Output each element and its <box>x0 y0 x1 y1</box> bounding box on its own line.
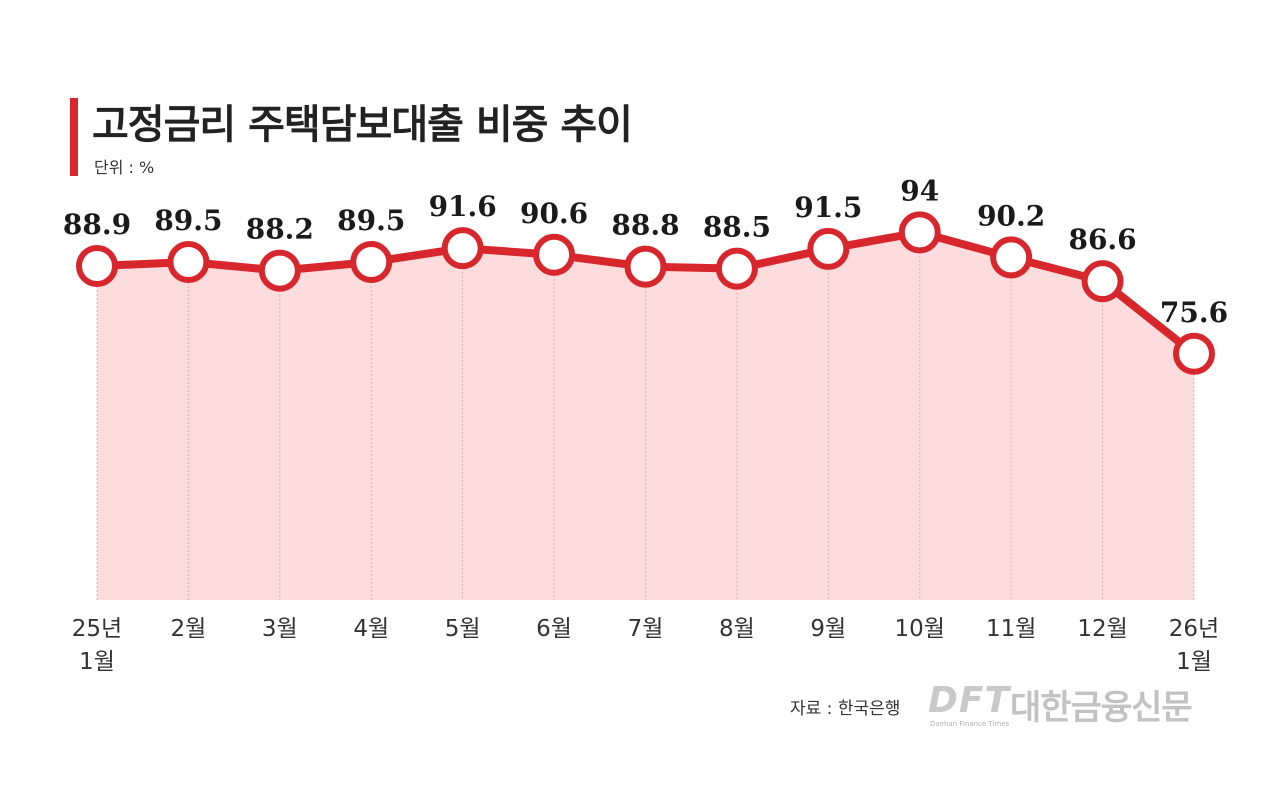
label-layer: 88.9 89.5 88.2 89.5 91.6 90.6 88.8 88.5 91.5 94 90… <box>63 174 1228 328</box>
data-label: 88.8 <box>611 209 679 242</box>
x-tick-label: 10월 <box>895 616 945 642</box>
data-label: 90.2 <box>977 199 1045 232</box>
data-point <box>807 227 850 270</box>
x-tick-label: 11월 <box>986 616 1036 642</box>
data-label: 89.5 <box>154 204 222 237</box>
tick-layer: 25년 1월 2월 3월 4월 5월 6월 7월 8월 9월 10월 11월 12월 26년 1월 <box>72 616 1219 675</box>
point-layer <box>76 211 1215 375</box>
data-label: 88.2 <box>246 213 314 246</box>
x-tick-label: 3월 <box>262 616 298 642</box>
logo-text: 대한금융신문 <box>1010 688 1193 728</box>
data-label: 90.6 <box>520 197 588 230</box>
x-tick-label: 2월 <box>171 616 207 642</box>
data-label: 75.6 <box>1160 296 1228 329</box>
data-point <box>533 233 576 276</box>
x-tick-label: 26년 1월 <box>1169 616 1219 675</box>
data-point <box>350 241 393 284</box>
x-tick-label: 4월 <box>353 616 389 642</box>
data-point <box>898 211 941 254</box>
guide-layer <box>96 232 1195 600</box>
data-point <box>715 247 758 290</box>
x-tick-label: 8월 <box>719 616 755 642</box>
data-label: 94 <box>900 174 939 207</box>
x-tick-label: 7월 <box>628 616 664 642</box>
data-point <box>1173 332 1215 375</box>
data-label: 91.6 <box>429 190 497 223</box>
x-tick-label: 5월 <box>445 616 481 642</box>
data-label: 88.9 <box>63 208 131 241</box>
data-label: 86.6 <box>1068 223 1136 256</box>
x-tick-label: 25년 1월 <box>72 616 122 675</box>
publisher-logo: DFT대한금융신문 Daehan Finance Times <box>928 680 1193 730</box>
data-point <box>258 249 301 292</box>
x-tick-label: 6월 <box>536 616 572 642</box>
unit-label: 단위 : % <box>94 158 155 177</box>
data-point <box>624 245 667 288</box>
data-point <box>1081 260 1124 303</box>
source-note: 자료 : 한국은행 <box>790 699 901 719</box>
data-label: 89.5 <box>337 204 405 237</box>
data-label: 91.5 <box>794 191 862 224</box>
title-accent-bar <box>70 98 78 176</box>
data-point <box>441 227 484 270</box>
chart-title: 고정금리 주택담보대출 비중 추이 <box>92 102 633 148</box>
x-tick-label: 12월 <box>1077 616 1127 642</box>
data-label: 88.5 <box>703 211 771 244</box>
data-point <box>990 236 1033 279</box>
data-point <box>167 241 210 284</box>
x-tick-label: 9월 <box>810 616 846 642</box>
logo-mark: DFT <box>928 680 1011 721</box>
data-point <box>76 245 118 287</box>
logo-subtitle: Daehan Finance Times <box>930 720 1010 728</box>
